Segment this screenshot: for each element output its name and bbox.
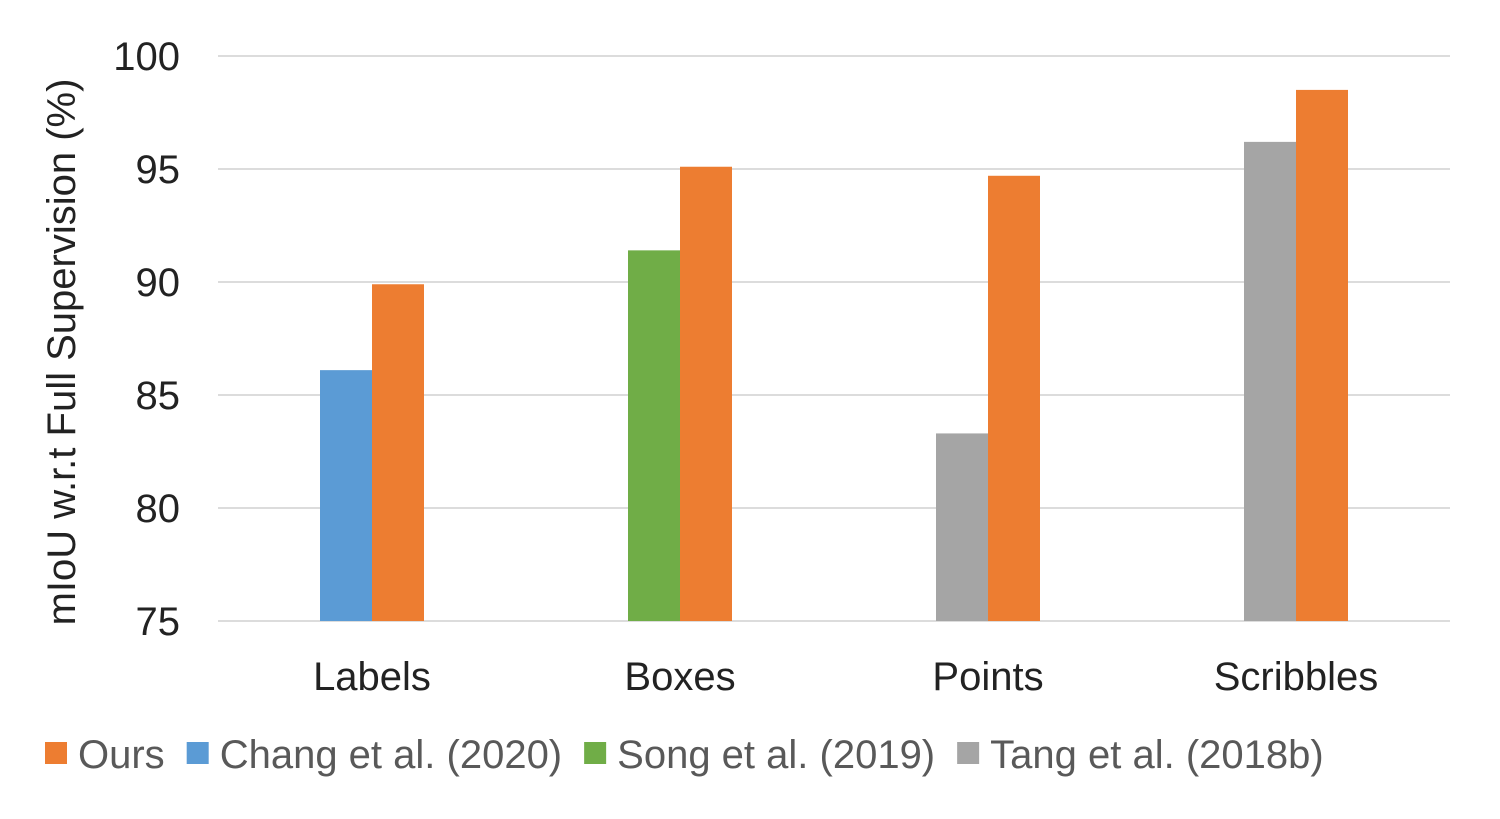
y-tick-labels: 75 80 85 90 95 100 (113, 35, 180, 644)
legend-label: Tang et al. (2018b) (990, 733, 1324, 777)
bar-boxes-ours (680, 166, 732, 622)
legend-swatch (186, 742, 209, 764)
y-tick-label: 90 (136, 261, 181, 305)
legend-label: Ours (78, 733, 165, 777)
x-tick-label: Labels (313, 655, 431, 699)
legend-swatch (957, 742, 980, 764)
bar-points-ours (988, 175, 1040, 621)
x-tick-labels: Labels Boxes Points Scribbles (313, 655, 1378, 699)
legend-item: Ours (45, 733, 165, 777)
x-tick-label: Boxes (624, 655, 735, 699)
legend: Ours Chang et al. (2020) Song et al. (2019… (45, 733, 1324, 777)
y-axis-label: mIoU w.r.t Full Supervision (%) (40, 79, 84, 626)
y-tick-label: 80 (136, 487, 181, 531)
y-tick-label: 95 (136, 148, 181, 192)
bar-labels-ours (372, 284, 424, 621)
y-tick-label: 85 (136, 374, 181, 418)
y-tick-label: 100 (113, 35, 180, 79)
legend-item: Song et al. (2019) (584, 733, 935, 777)
legend-item: Tang et al. (2018b) (957, 733, 1324, 777)
y-tick-label: 75 (136, 600, 181, 644)
bar-points-tang (936, 433, 988, 621)
legend-label: Chang et al. (2020) (220, 733, 562, 777)
legend-label: Song et al. (2019) (617, 733, 935, 777)
bar-scribbles-tang (1244, 141, 1296, 621)
bar-scribbles-ours (1296, 89, 1348, 621)
legend-item: Chang et al. (2020) (186, 733, 562, 777)
x-tick-label: Points (932, 655, 1043, 699)
legend-swatch (584, 742, 607, 764)
bar-boxes-song (628, 250, 680, 622)
legend-swatch (45, 742, 67, 764)
bar-labels-chang (320, 370, 372, 621)
x-tick-label: Scribbles (1214, 655, 1379, 699)
bars (320, 89, 1348, 622)
